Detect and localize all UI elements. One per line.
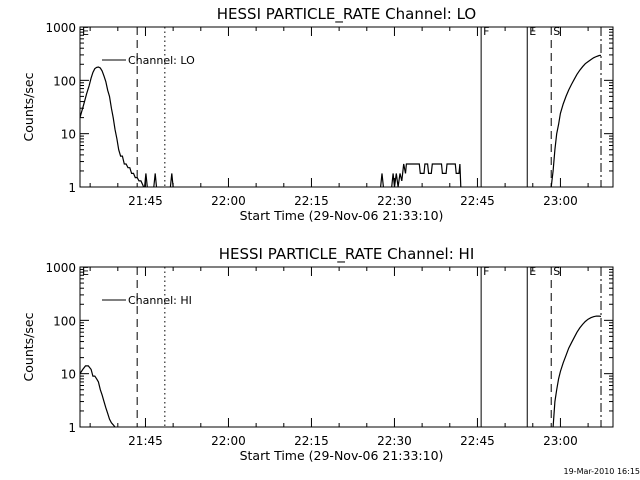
x-tick-label: 21:45: [128, 194, 163, 208]
x-tick-label: 22:00: [211, 434, 246, 448]
legend-label: Channel: LO: [128, 54, 195, 67]
x-tick-label: 22:30: [377, 434, 412, 448]
data-series-line: [380, 173, 384, 188]
y-axis-label: Counts/sec: [21, 72, 36, 141]
x-axis-label: Start Time (29-Nov-06 21:33:10): [240, 208, 444, 223]
chart-title: HESSI PARTICLE_RATE Channel: LO: [217, 5, 476, 24]
y-tick-label: 10: [61, 368, 76, 382]
y-tick-label: 100: [53, 74, 76, 88]
event-label: F: [483, 25, 489, 38]
y-tick-label: 1000: [45, 261, 76, 275]
chart-title: HESSI PARTICLE_RATE Channel: HI: [219, 245, 475, 264]
x-tick-label: 21:45: [128, 434, 163, 448]
data-series-line: [404, 163, 462, 188]
x-tick-label: 22:15: [294, 194, 329, 208]
data-series-line: [144, 173, 148, 188]
y-axis-label: Counts/sec: [21, 312, 36, 381]
x-tick-label: 23:00: [543, 434, 578, 448]
y-tick-label: 100: [53, 314, 76, 328]
event-label: F: [483, 265, 489, 278]
event-label: E: [529, 265, 536, 278]
event-label: E: [82, 265, 89, 278]
data-series-line: [169, 173, 174, 188]
event-label: E: [529, 25, 536, 38]
y-tick-label: 1000: [45, 21, 76, 35]
chart-panel-1: HESSI PARTICLE_RATE Channel: LO 1 10 100 100…: [21, 5, 614, 223]
plot-frame: [79, 266, 614, 428]
data-series-line: [552, 315, 602, 428]
data-series-line: [79, 365, 116, 428]
x-tick-label: 22:30: [377, 194, 412, 208]
event-label: S: [553, 25, 560, 38]
x-tick-label: 22:00: [211, 194, 246, 208]
x-tick-label: 22:45: [460, 434, 495, 448]
event-label: E: [82, 25, 89, 38]
chart-panel-2: HESSI PARTICLE_RATE Channel: HI 1 10 100 100…: [21, 245, 614, 463]
legend-label: Channel: HI: [128, 294, 192, 307]
y-tick-label: 1: [68, 181, 76, 195]
x-tick-label: 23:00: [543, 194, 578, 208]
plot-timestamp: 19-Mar-2010 16:15: [564, 467, 640, 476]
y-tick-label: 1: [68, 421, 76, 435]
data-series-line: [550, 54, 602, 188]
y-tick-label: 10: [61, 128, 76, 142]
data-series-line: [391, 163, 407, 188]
x-tick-label: 22:15: [294, 434, 329, 448]
x-axis-label: Start Time (29-Nov-06 21:33:10): [240, 448, 444, 463]
event-label: S: [553, 265, 560, 278]
x-tick-label: 22:45: [460, 194, 495, 208]
plot-frame: [79, 26, 614, 188]
data-series-line: [79, 66, 145, 188]
data-series-line: [153, 173, 158, 188]
